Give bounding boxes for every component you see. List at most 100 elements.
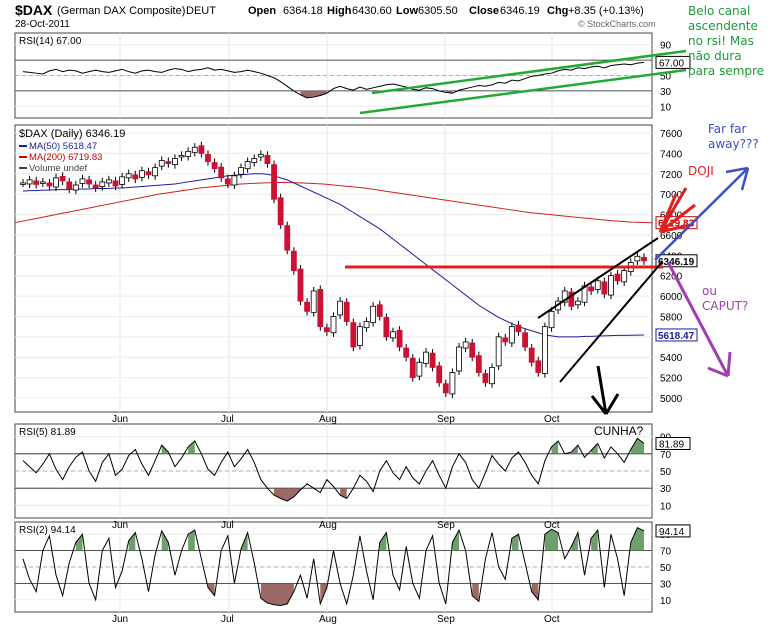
candle-body	[205, 154, 211, 162]
candle-body	[59, 175, 66, 182]
rsi2-last-tag: 94.14	[659, 527, 684, 538]
price-tick-label: 6000	[660, 292, 683, 303]
rsi2-last-tag-box	[655, 524, 691, 538]
candle-body	[310, 290, 317, 313]
price-title: $DAX (Daily) 6346.19	[19, 128, 125, 140]
far-away-arrow	[654, 166, 750, 261]
candle-body	[198, 145, 205, 154]
candle-body	[601, 281, 608, 295]
wedge-upper-line	[537, 237, 659, 319]
cunha-arrow	[590, 365, 620, 415]
price-tick-label: 5400	[660, 353, 683, 364]
rsi2-tick-label: 70	[660, 547, 672, 558]
candle-body	[304, 301, 310, 312]
rsi2-tick-label: 30	[660, 579, 672, 590]
rsi5-month-label: Oct	[544, 520, 560, 531]
candle-body	[284, 225, 291, 251]
candle-body	[33, 180, 40, 185]
candle-body	[165, 161, 172, 164]
candle-body	[125, 173, 132, 179]
candle-body	[495, 336, 502, 367]
rsi2-overbought-fill	[511, 534, 519, 551]
candle-body	[211, 162, 218, 170]
rsi2-tick-label: 10	[660, 596, 672, 607]
rsi14-last-tag: 67.00	[659, 58, 684, 69]
rsi5-oversold-fill	[274, 488, 301, 502]
rsi5-overbought-fill	[551, 440, 559, 454]
candle-body	[297, 268, 304, 302]
candle-body	[323, 327, 330, 333]
candle-body	[244, 161, 251, 170]
candle-body	[482, 373, 489, 384]
candle-body	[271, 164, 277, 200]
header-exchange: DEUT	[186, 5, 216, 17]
rsi5-tick-label: 70	[660, 450, 672, 461]
rsi5-month-label: Jul	[221, 520, 234, 531]
open-label: Open	[248, 5, 276, 17]
candle-body	[39, 181, 46, 184]
candle-body	[528, 347, 535, 363]
high-value: 6430.60	[352, 5, 392, 17]
candle-body	[290, 250, 297, 271]
legend-label: Volume undef	[29, 163, 87, 174]
watermark: © StockCharts.com	[578, 19, 656, 29]
rsi5-overbought-fill	[630, 438, 644, 454]
close-label: Close	[469, 5, 499, 17]
candle-body	[337, 300, 344, 316]
rsi14-line	[22, 61, 645, 99]
candle-body	[370, 305, 377, 323]
candle-body	[99, 181, 106, 187]
rsi5-month-label: Aug	[319, 520, 337, 531]
candle-body	[238, 167, 244, 175]
candle-body	[224, 178, 231, 185]
rsi2-overbought-fill	[544, 529, 559, 551]
legend-label: MA(50) 5618.47	[29, 141, 97, 152]
candle-body	[231, 175, 238, 186]
rsi2-oversold-fill	[260, 583, 294, 606]
doji-arrows	[658, 187, 696, 234]
price-tag-label: 5618.47	[658, 331, 695, 342]
rsi5-line	[22, 437, 645, 502]
rsi14-oversold-fill	[300, 90, 327, 98]
candle-body	[403, 347, 410, 358]
candle-body	[119, 176, 125, 185]
rsi14-tick-label: 10	[660, 102, 672, 113]
candle-body	[218, 166, 225, 179]
candle-body	[185, 150, 192, 157]
candle-body	[363, 321, 370, 329]
rsi2-overbought-fill	[452, 530, 460, 551]
candle-body	[257, 154, 264, 158]
candle-body	[139, 170, 145, 178]
candle-body	[409, 357, 416, 379]
rsi5-overbought-fill	[591, 443, 598, 454]
candle-body	[429, 352, 436, 368]
rsi2-month-label: Sep	[437, 614, 455, 625]
price-tag-box	[655, 328, 698, 342]
annotation-far: Far far away???	[708, 122, 759, 151]
candle-body	[152, 167, 159, 177]
price-month-label: Sep	[437, 414, 455, 425]
wedge-lower-line	[559, 261, 663, 383]
candle-body	[449, 372, 456, 395]
candle-body	[396, 329, 403, 348]
chg-value: +8.35 (+0.13%)	[568, 5, 644, 17]
candle-body	[251, 158, 258, 163]
channel-upper-line	[371, 49, 687, 95]
candle-body	[343, 301, 350, 322]
rsi2-line	[22, 526, 645, 607]
price-tag-box	[655, 254, 698, 268]
candle-body	[330, 316, 337, 334]
rsi14-title: RSI(14) 67.00	[19, 36, 82, 47]
candle-body	[588, 286, 595, 292]
rsi2-month-label: Oct	[544, 614, 560, 625]
rsi2-overbought-fill	[379, 532, 387, 551]
candle-body	[86, 179, 92, 185]
candle-body	[469, 342, 476, 358]
candle-body	[614, 273, 621, 282]
candle-body	[357, 326, 363, 346]
price-tick-label: 7600	[660, 129, 683, 140]
low-value: 6305.50	[418, 5, 458, 17]
candle-body	[502, 337, 509, 343]
rsi5-month-label: Jun	[112, 520, 128, 531]
